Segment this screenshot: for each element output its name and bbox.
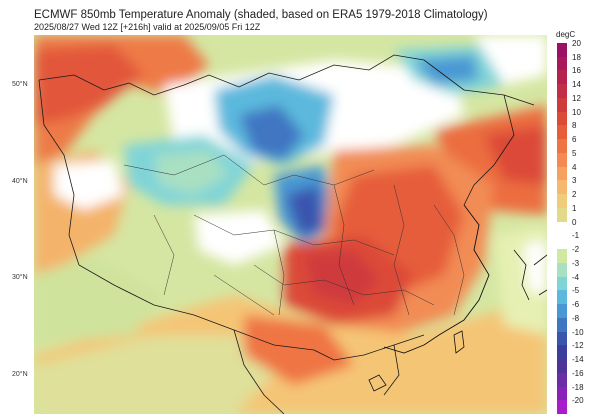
colorbar-segment (557, 111, 567, 126)
colorbar-segment (557, 331, 567, 346)
colorbar-segment (557, 207, 567, 223)
colorbar-tick-label: -4 (572, 272, 580, 282)
colorbar-tick-label: 5 (572, 148, 577, 158)
colorbar-segment (557, 372, 567, 387)
colorbar-segment (557, 43, 567, 58)
colorbar-segment (557, 56, 567, 71)
colorbar-segment (557, 249, 567, 264)
colorbar-tick-label: 3 (572, 176, 577, 186)
colorbar-segment (557, 139, 567, 154)
colorbar-tick-label: 1 (572, 203, 577, 213)
country-borders (38, 54, 535, 414)
map-subtitle: 2025/08/27 Wed 12Z [+216h] valid at 2025… (34, 22, 261, 32)
colorbar-tick-label: -14 (572, 355, 584, 365)
colorbar-segment (557, 304, 567, 319)
colorbar-segment (557, 345, 567, 360)
colorbar-tick-label: -16 (572, 368, 584, 378)
colorbar-segment (557, 276, 567, 291)
colorbar-tick-label: 12 (572, 93, 581, 103)
colorbar-segment (557, 70, 567, 85)
colorbar-tick-label: 0 (572, 217, 577, 227)
colorbar-tick-label: -8 (572, 313, 580, 323)
colorbar-segment (557, 166, 567, 181)
colorbar-segment (557, 194, 567, 209)
colorbar-tick-label: 8 (572, 121, 577, 131)
colorbar-tick-label: 10 (572, 107, 581, 117)
colorbar-tick-label: -5 (572, 286, 580, 296)
colorbar-tick-label: 4 (572, 162, 577, 172)
colorbar-segment (557, 125, 567, 140)
colorbar-tick-label: 6 (572, 135, 577, 145)
colorbar-tick-label: 18 (572, 52, 581, 62)
lat-label-40n: 40°N (12, 178, 28, 185)
taiwan-island (453, 330, 465, 354)
colorbar-tick-label: -18 (572, 382, 584, 392)
colorbar-unit: degC (556, 30, 576, 39)
colorbar-tick-label: -2 (572, 245, 580, 255)
colorbar-tick-label: -1 (572, 231, 580, 241)
colorbar-segment (557, 235, 567, 250)
province-borders (123, 154, 465, 316)
colorbar-tick-label: 16 (572, 66, 581, 76)
coastline (383, 204, 490, 354)
map-title: ECMWF 850mb Temperature Anomaly (shaded,… (34, 9, 488, 21)
colorbar-tick-label: 14 (572, 80, 581, 90)
colorbar-segment (557, 84, 567, 99)
anomaly-field (34, 35, 547, 414)
colorbar-segment (557, 221, 567, 236)
colorbar-segment (557, 400, 567, 414)
colorbar-segment (557, 317, 567, 333)
colorbar-tick-label: -6 (572, 300, 580, 310)
lat-label-20n: 20°N (12, 371, 28, 378)
anomaly-shading (34, 35, 547, 414)
colorbar-segment (557, 359, 567, 374)
colorbar-tick-label: 2 (572, 190, 577, 200)
colorbar (557, 43, 567, 414)
colorbar-segment (557, 262, 567, 278)
colorbar-segment (557, 97, 567, 113)
lat-label-50n: 50°N (12, 81, 28, 88)
colorbar-segment (557, 290, 567, 305)
lat-label-30n: 30°N (12, 274, 28, 281)
hainan-island (368, 374, 387, 392)
colorbar-tick-label: -20 (572, 396, 584, 406)
colorbar-tick-label: 20 (572, 39, 581, 48)
colorbar-tick-label: -12 (572, 341, 584, 351)
colorbar-segment (557, 180, 567, 195)
colorbar-segment (557, 386, 567, 401)
japan-coast (533, 254, 547, 296)
colorbar-tick-label: -3 (572, 258, 580, 268)
korea-coast (513, 249, 530, 301)
colorbar-segment (557, 152, 567, 168)
colorbar-tick-label: -10 (572, 327, 584, 337)
temperature-anomaly-map[interactable] (34, 35, 547, 414)
